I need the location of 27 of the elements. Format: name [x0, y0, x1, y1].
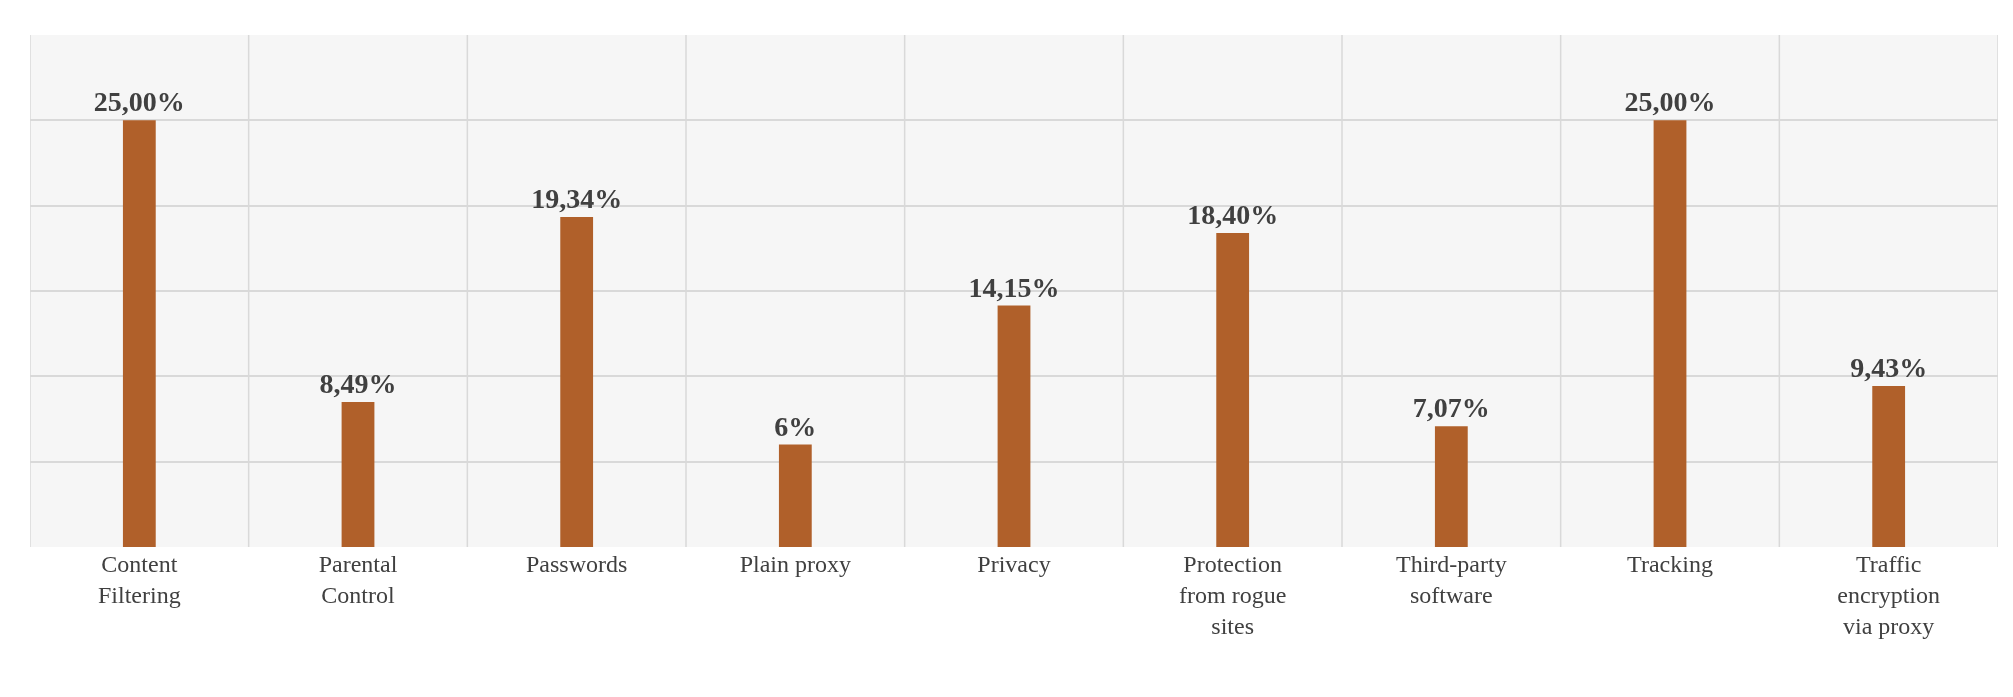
data-label: 19,34% — [531, 182, 623, 214]
x-tick-label: Passwords — [526, 551, 628, 577]
data-label: 14,15% — [968, 271, 1060, 303]
x-tick-label: Tracking — [1627, 551, 1713, 577]
x-tick-label: Protection from rogue sites — [1179, 551, 1287, 640]
data-label: 25,00% — [93, 86, 185, 118]
bar — [122, 120, 156, 547]
bar — [997, 305, 1031, 547]
x-tick-label: Third-party software — [1396, 551, 1507, 609]
data-label: 8,49% — [319, 368, 397, 400]
bar — [1216, 232, 1250, 547]
data-label: 25,00% — [1624, 86, 1716, 118]
bar — [1872, 386, 1906, 547]
x-tick-label: Parental Control — [318, 551, 398, 609]
data-label: 6% — [774, 410, 817, 442]
bar — [1434, 426, 1468, 547]
x-tick-label: Content Filtering — [97, 551, 181, 609]
bar — [341, 402, 375, 547]
x-tick-label: Plain proxy — [739, 551, 851, 577]
data-label: 18,40% — [1187, 198, 1279, 230]
data-label: 9,43% — [1850, 352, 1928, 384]
bar — [778, 444, 812, 547]
bar — [560, 216, 594, 547]
x-tick-label: Privacy — [977, 551, 1051, 577]
x-tick-label: Traffic encryption via proxy — [1837, 551, 1940, 640]
bar — [1653, 120, 1687, 547]
data-label: 7,07% — [1412, 392, 1490, 424]
